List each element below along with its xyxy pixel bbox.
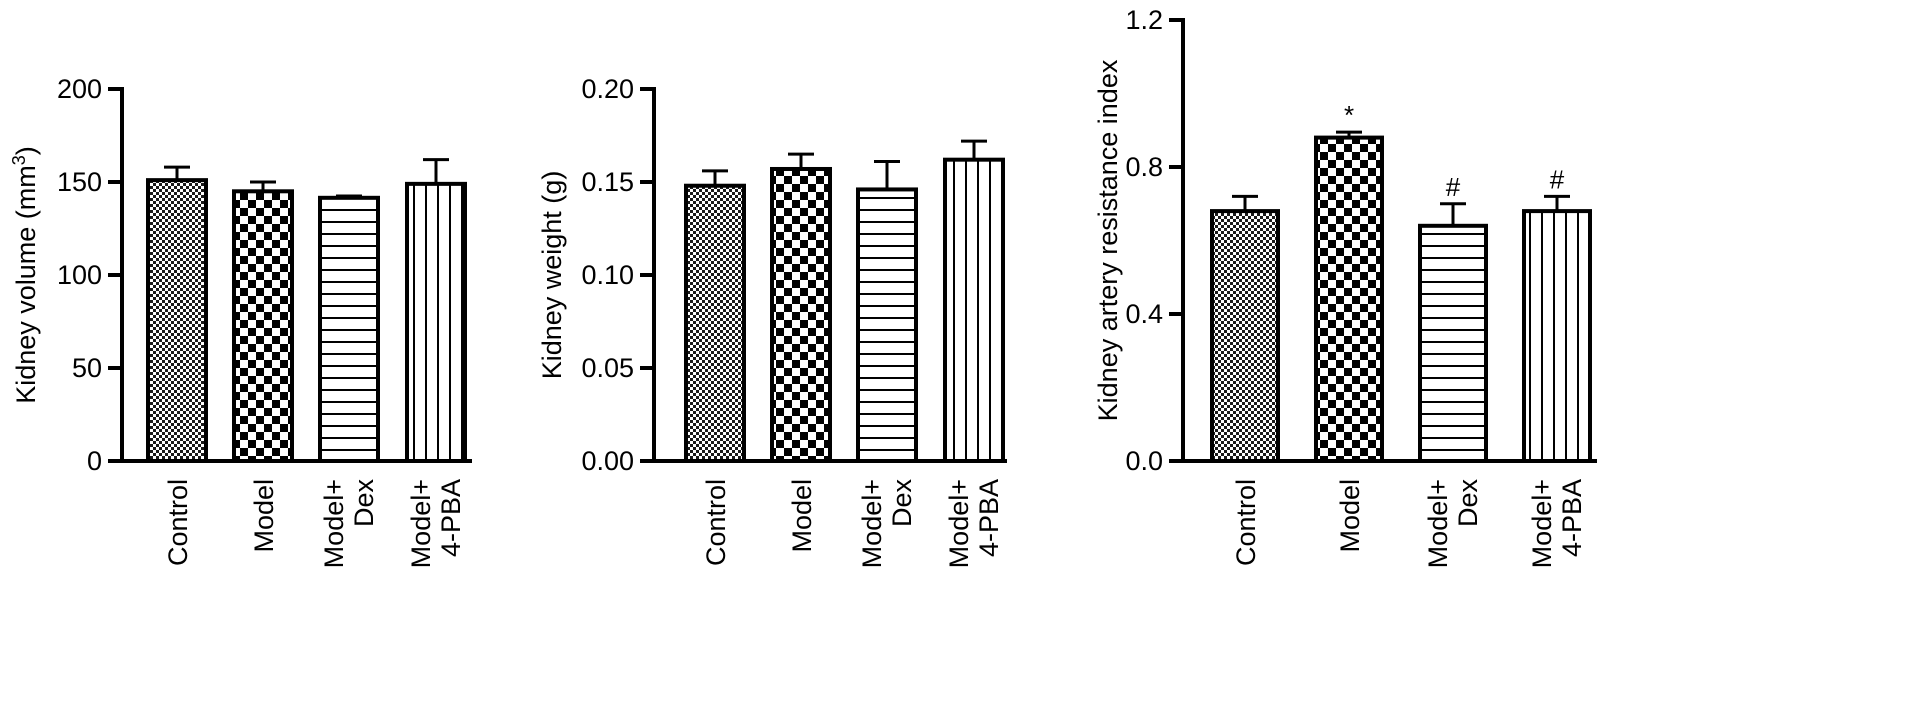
bar <box>856 187 918 463</box>
y-tick-label: 200 <box>57 74 102 104</box>
y-tick-label: 50 <box>72 353 102 383</box>
bar <box>1522 209 1592 463</box>
y-tick-label: 0.00 <box>581 446 634 476</box>
significance-hash: # <box>1446 172 1461 202</box>
bar <box>1314 135 1384 463</box>
x-tick-label-line: Model+ <box>1527 479 1557 568</box>
significance-asterisk: * <box>1344 100 1354 130</box>
significance-hash: # <box>1550 164 1565 194</box>
x-tick-label: Model+Dex <box>1423 479 1483 569</box>
x-tick-label-line: Control <box>163 479 193 566</box>
y-tick-label: 0.05 <box>581 353 634 383</box>
x-tick-label-line: Control <box>701 479 731 566</box>
x-tick-label-line: Model <box>787 479 817 553</box>
y-tick-label: 0.15 <box>581 167 634 197</box>
x-tick-label: Model <box>787 479 817 553</box>
x-tick-label-line: Dex <box>1453 479 1483 528</box>
bar <box>770 166 832 463</box>
x-tick-label: Model+4-PBA <box>944 479 1004 568</box>
x-tick-label-line: 4-PBA <box>974 479 1004 557</box>
x-tick-label-line: Model <box>249 479 279 553</box>
y-axis-title: Kidney volume (mm3) <box>9 146 41 404</box>
bar <box>943 157 1005 463</box>
y-tick-label: 0.20 <box>581 74 634 104</box>
y-tick-label: 0.0 <box>1125 446 1163 476</box>
x-tick-label-line: Dex <box>349 479 379 528</box>
bar <box>684 183 746 463</box>
y-tick-label: 100 <box>57 260 102 290</box>
x-tick-label-line: Dex <box>887 479 917 528</box>
x-tick-label-line: Control <box>1231 479 1261 566</box>
x-tick-label: Model+4-PBA <box>1527 479 1587 568</box>
x-tick-label-line: Model+ <box>1423 479 1453 568</box>
bar <box>146 178 208 463</box>
x-tick-label-line: 4-PBA <box>436 479 466 557</box>
y-tick-label: 0.10 <box>581 260 634 290</box>
x-tick-label: Model <box>249 479 279 553</box>
y-tick-label: 150 <box>57 167 102 197</box>
y-axis-title: Kidney artery resistance index <box>1093 59 1123 421</box>
x-tick-label: Model+Dex <box>857 479 917 569</box>
y-tick-label: 0.8 <box>1125 152 1163 182</box>
bar <box>318 195 380 463</box>
bar <box>1418 223 1488 463</box>
y-tick-label: 0 <box>87 446 102 476</box>
x-tick-label: Model+Dex <box>319 479 379 569</box>
y-tick-label: 0.4 <box>1125 299 1163 329</box>
x-tick-label: Model+4-PBA <box>406 479 466 568</box>
x-tick-label: Control <box>1231 479 1261 566</box>
x-tick-label-line: Model+ <box>406 479 436 568</box>
bar <box>1210 209 1280 463</box>
x-tick-label-line: Model+ <box>944 479 974 568</box>
y-axis-title: Kidney weight (g) <box>537 171 567 380</box>
x-tick-label-line: Model+ <box>319 479 349 568</box>
bar <box>405 181 467 464</box>
x-tick-label-line: Model <box>1335 479 1365 553</box>
bar <box>232 189 294 464</box>
y-tick-label: 1.2 <box>1125 5 1163 35</box>
x-tick-label-line: Model+ <box>857 479 887 568</box>
x-tick-label: Model <box>1335 479 1365 553</box>
x-tick-label: Control <box>163 479 193 566</box>
x-tick-label-line: 4-PBA <box>1557 479 1587 557</box>
x-tick-label: Control <box>701 479 731 566</box>
